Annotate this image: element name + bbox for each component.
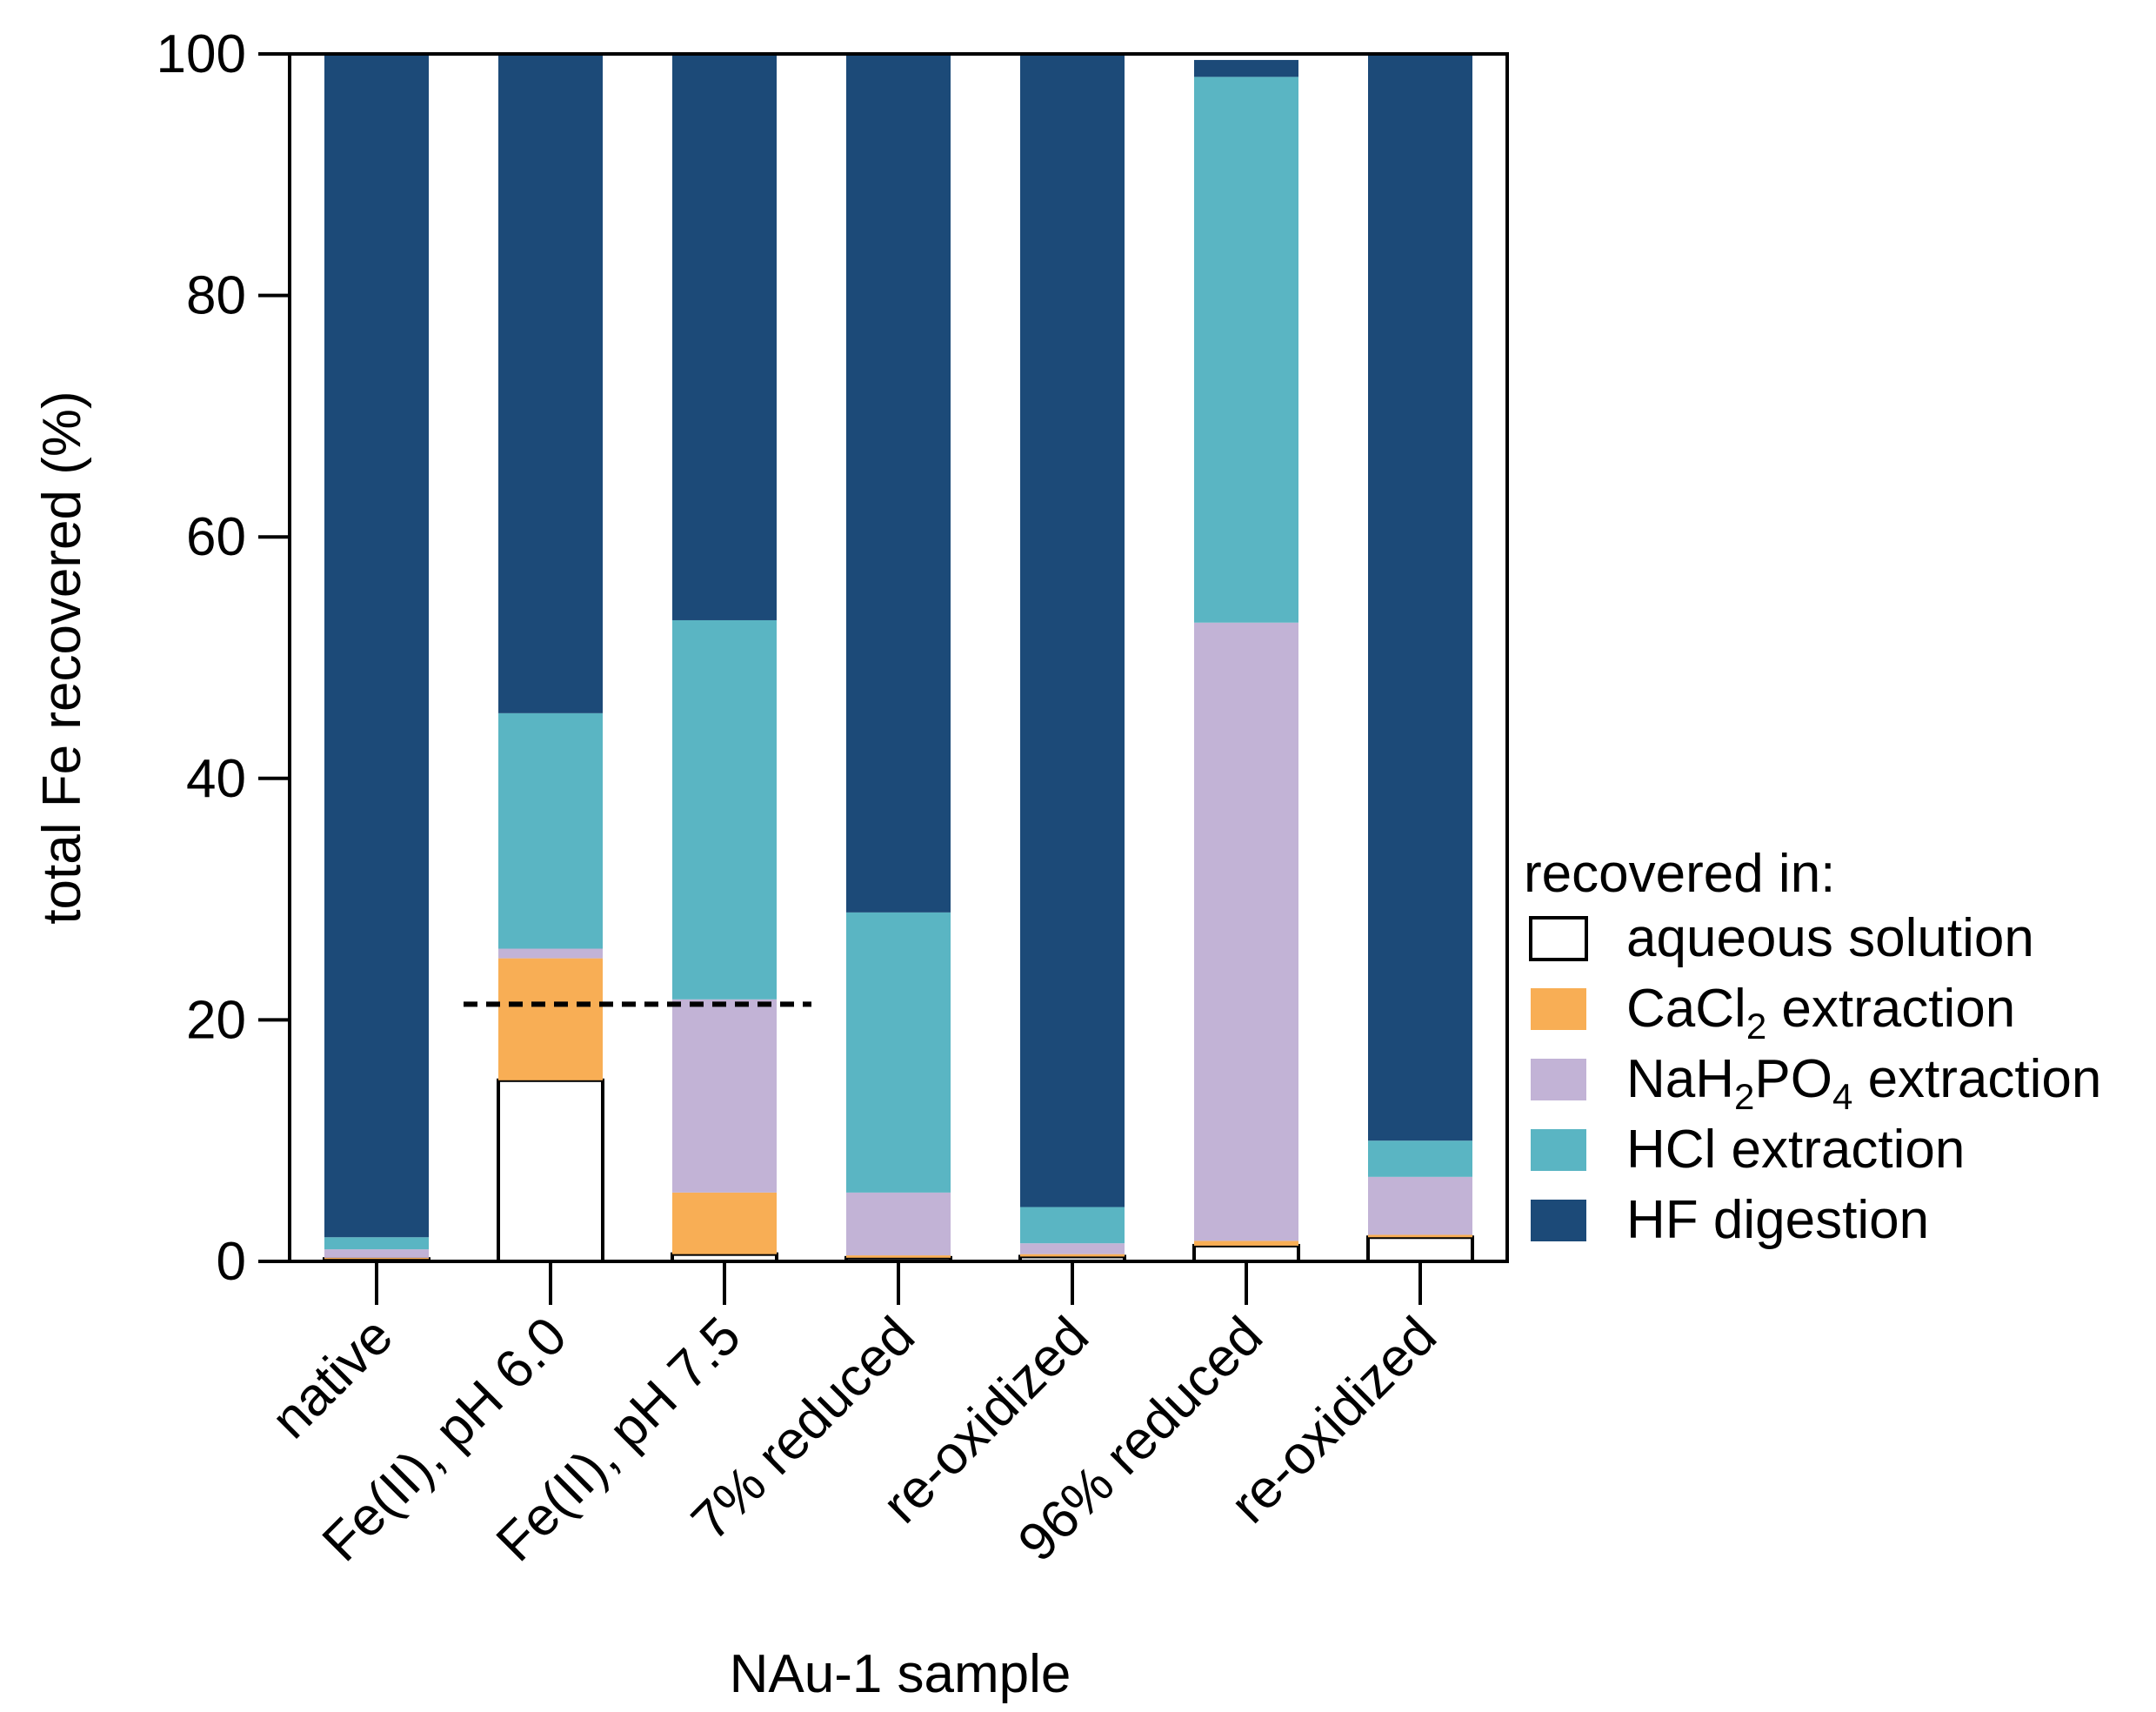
bar-segment-hf-digestion-3 <box>846 54 951 913</box>
bar-segment-nah2po4-extraction-3 <box>846 1192 951 1256</box>
bar-stack-4 <box>1018 54 1126 1263</box>
bar-segment-hcl-extraction-6 <box>1368 1140 1472 1177</box>
legend-swatch-3 <box>1531 1129 1586 1171</box>
bar-segment-hf-digestion-0 <box>324 54 429 1238</box>
bar-segment-nah2po4-extraction-6 <box>1368 1176 1472 1235</box>
bar-segment-hf-digestion-1 <box>498 54 603 713</box>
bar-segment-hcl-extraction-4 <box>1020 1207 1125 1244</box>
legend: recovered in: aqueous solution CaCl2 extr… <box>1524 844 2101 1250</box>
bar-segment-aqueous-solution-6 <box>1366 1235 1474 1263</box>
bar-segment-hf-digestion-2 <box>672 54 777 620</box>
bar-segment-hcl-extraction-2 <box>672 619 777 1000</box>
legend-label-4: HF digestion <box>1626 1190 1929 1250</box>
bar-segment-cacl2-extraction-2 <box>672 1192 777 1254</box>
bar-segment-nah2po4-extraction-1 <box>498 948 603 959</box>
x-category-label-0: native <box>260 1306 404 1450</box>
x-axis-title: NAu-1 sample <box>730 1644 1071 1704</box>
y-tick-label-100: 100 <box>157 24 246 84</box>
bar-segment-hcl-extraction-1 <box>498 712 603 949</box>
bar-stack-1 <box>497 54 604 1264</box>
bar-segment-cacl2-extraction-6 <box>1368 1234 1472 1238</box>
y-axis-title: total Fe recovered (%) <box>32 391 92 924</box>
bar-segment-cacl2-extraction-0 <box>324 1257 429 1260</box>
bar-segment-nah2po4-extraction-4 <box>1020 1243 1125 1254</box>
bar-stack-5 <box>1192 59 1300 1264</box>
bar-stack-6 <box>1366 54 1474 1263</box>
bar-segment-hcl-extraction-5 <box>1194 77 1298 623</box>
y-tick-label-0: 0 <box>217 1232 246 1292</box>
legend-label-0: aqueous solution <box>1626 908 2034 968</box>
bar-segment-cacl2-extraction-5 <box>1194 1241 1298 1246</box>
bar-segment-cacl2-extraction-3 <box>846 1255 951 1258</box>
bar-segment-aqueous-solution-1 <box>497 1078 604 1264</box>
bar-segment-hf-digestion-5 <box>1194 59 1298 77</box>
bar-segment-nah2po4-extraction-2 <box>672 999 777 1193</box>
bars-layer <box>323 54 1474 1264</box>
bar-segment-cacl2-extraction-4 <box>1020 1254 1125 1257</box>
bar-stack-3 <box>844 54 952 1264</box>
y-axis: 0 20 40 60 80 100 <box>157 24 290 1292</box>
bar-segment-aqueous-solution-5 <box>1192 1243 1300 1264</box>
bar-segment-cacl2-extraction-1 <box>498 958 603 1080</box>
bar-segment-hcl-extraction-0 <box>324 1237 429 1250</box>
bar-segment-nah2po4-extraction-5 <box>1194 622 1298 1241</box>
y-tick-label-20: 20 <box>186 990 246 1050</box>
legend-swatch-4 <box>1531 1200 1586 1241</box>
legend-label-1: CaCl2 extraction <box>1626 979 2015 1047</box>
bar-segment-hf-digestion-6 <box>1368 54 1472 1141</box>
bar-segment-nah2po4-extraction-0 <box>324 1249 429 1258</box>
bar-segment-hcl-extraction-3 <box>846 912 951 1193</box>
bar-stack-0 <box>323 54 431 1263</box>
legend-swatch-2 <box>1531 1059 1586 1100</box>
legend-title: recovered in: <box>1524 844 1835 904</box>
y-tick-label-40: 40 <box>186 749 246 809</box>
y-tick-label-80: 80 <box>186 266 246 326</box>
legend-label-3: HCl extraction <box>1626 1120 1965 1180</box>
legend-label-2: NaH2PO4 extraction <box>1626 1049 2101 1117</box>
legend-swatch-0 <box>1529 916 1588 961</box>
bar-segment-hf-digestion-4 <box>1020 54 1125 1207</box>
y-tick-label-60: 60 <box>186 507 246 567</box>
bar-stack-2 <box>671 54 778 1263</box>
legend-swatch-1 <box>1531 988 1586 1030</box>
